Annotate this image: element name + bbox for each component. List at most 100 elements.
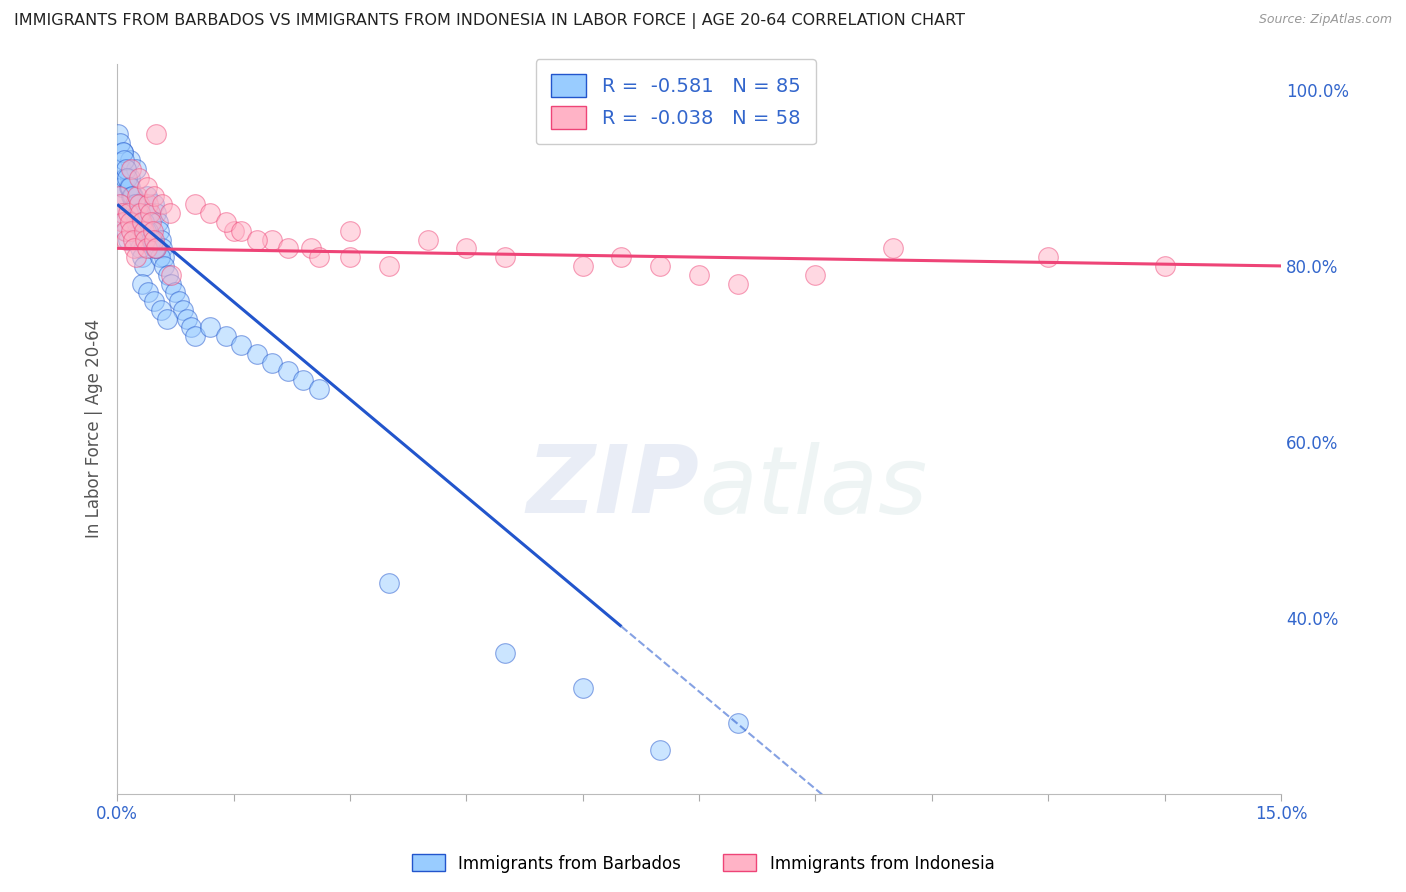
Point [121, 233, 143, 247]
Point [131, 215, 153, 229]
Point [215, 215, 238, 229]
Point [118, 215, 141, 229]
Point [149, 250, 172, 264]
Point [136, 285, 159, 300]
Point [139, 215, 162, 229]
Point [146, 215, 169, 229]
Point [152, 259, 174, 273]
Point [882, 241, 904, 255]
Point [125, 162, 148, 177]
Point [121, 188, 143, 202]
Point [200, 206, 222, 220]
Point [145, 241, 167, 255]
Point [129, 241, 152, 255]
Point [184, 197, 207, 211]
Text: atlas: atlas [699, 442, 928, 533]
Legend: Immigrants from Barbados, Immigrants from Indonesia: Immigrants from Barbados, Immigrants fro… [405, 847, 1001, 880]
Point [129, 206, 152, 220]
Point [1038, 250, 1060, 264]
Point [114, 171, 136, 186]
Point [262, 356, 284, 370]
Point [571, 259, 593, 273]
Point [120, 179, 142, 194]
Point [688, 268, 710, 282]
Point [110, 188, 132, 202]
Point [184, 329, 207, 343]
Point [125, 250, 148, 264]
Point [159, 206, 181, 220]
Point [110, 162, 132, 177]
Point [727, 277, 749, 291]
Y-axis label: In Labor Force | Age 20-64: In Labor Force | Age 20-64 [86, 319, 103, 538]
Point [132, 224, 155, 238]
Point [150, 241, 173, 255]
Point [131, 277, 153, 291]
Point [117, 233, 139, 247]
Point [156, 311, 179, 326]
Point [111, 206, 134, 220]
Point [167, 294, 190, 309]
Point [494, 250, 516, 264]
Point [120, 224, 142, 238]
Point [121, 188, 143, 202]
Point [200, 320, 222, 334]
Point [160, 277, 183, 291]
Point [339, 224, 361, 238]
Point [377, 259, 399, 273]
Point [160, 268, 183, 282]
Point [134, 233, 156, 247]
Point [135, 241, 157, 255]
Point [143, 197, 166, 211]
Point [1153, 259, 1175, 273]
Point [231, 338, 253, 352]
Point [145, 206, 167, 220]
Point [121, 197, 143, 211]
Point [120, 188, 142, 202]
Point [231, 224, 253, 238]
Point [143, 294, 166, 309]
Text: Source: ZipAtlas.com: Source: ZipAtlas.com [1258, 13, 1392, 27]
Point [122, 206, 145, 220]
Point [122, 241, 145, 255]
Text: ZIP: ZIP [526, 441, 699, 533]
Point [115, 233, 138, 247]
Point [139, 206, 162, 220]
Point [416, 233, 439, 247]
Point [124, 197, 146, 211]
Point [118, 171, 141, 186]
Point [215, 329, 238, 343]
Point [571, 681, 593, 695]
Point [456, 241, 478, 255]
Point [141, 215, 163, 229]
Point [127, 206, 149, 220]
Point [377, 575, 399, 590]
Point [804, 268, 827, 282]
Point [142, 224, 165, 238]
Point [299, 241, 322, 255]
Point [114, 224, 136, 238]
Point [165, 285, 187, 300]
Point [111, 145, 134, 159]
Point [156, 268, 179, 282]
Point [145, 241, 167, 255]
Point [134, 197, 156, 211]
Point [148, 224, 170, 238]
Point [277, 241, 299, 255]
Point [128, 197, 150, 211]
Point [145, 127, 167, 141]
Point [127, 188, 149, 202]
Point [262, 233, 284, 247]
Point [129, 206, 152, 220]
Point [277, 364, 299, 378]
Point [176, 311, 198, 326]
Point [150, 197, 173, 211]
Point [114, 162, 136, 177]
Point [128, 233, 150, 247]
Point [135, 224, 157, 238]
Point [610, 250, 633, 264]
Point [135, 188, 157, 202]
Point [131, 250, 153, 264]
Point [180, 320, 202, 334]
Point [152, 250, 174, 264]
Point [141, 233, 163, 247]
